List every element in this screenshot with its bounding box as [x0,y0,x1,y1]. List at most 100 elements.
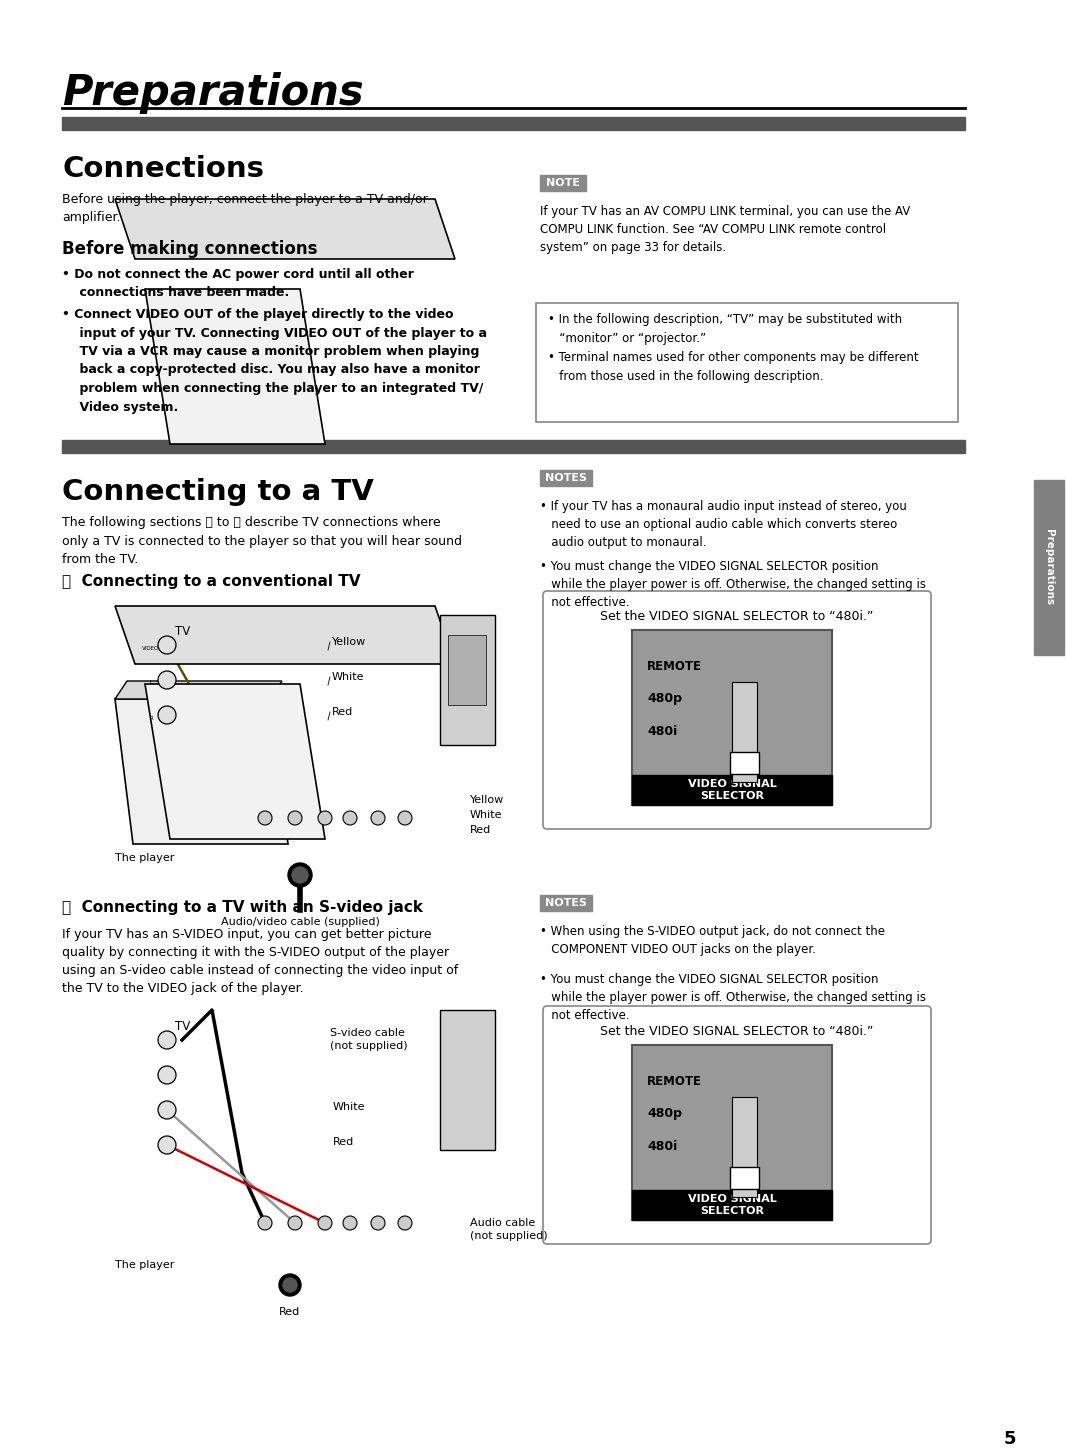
Text: Connections: Connections [62,156,264,183]
Circle shape [399,811,411,824]
Text: The player: The player [114,1261,174,1269]
Text: Red: Red [470,824,491,835]
Polygon shape [114,699,288,843]
Text: VIDEO SIGNAL
SELECTOR: VIDEO SIGNAL SELECTOR [688,779,777,801]
Bar [448,635,486,705]
Polygon shape [145,683,325,839]
Text: • Connect VIDEO OUT of the player directly to the video
    input of your TV. Co: • Connect VIDEO OUT of the player direct… [62,308,487,413]
Text: The player: The player [114,853,174,864]
Text: NOTES: NOTES [545,899,588,907]
Text: L: L [149,680,152,685]
Circle shape [372,811,384,824]
Circle shape [288,1216,302,1230]
Bar [632,630,832,806]
Text: Red: Red [333,1137,354,1147]
Circle shape [258,811,272,824]
Text: R: R [149,715,153,721]
Bar [730,1168,759,1189]
Text: Yellow: Yellow [470,795,504,806]
Text: S-video cable
(not supplied): S-video cable (not supplied) [330,1028,407,1051]
Text: Audio/video cable (supplied): Audio/video cable (supplied) [220,917,379,928]
Circle shape [372,1216,384,1230]
Text: White: White [332,672,365,682]
Circle shape [288,811,302,824]
Text: White: White [333,1102,365,1112]
Text: Preparations: Preparations [1044,529,1054,605]
Text: The following sections Ⓐ to Ⓒ describe TV connections where
only a TV is connect: The following sections Ⓐ to Ⓒ describe T… [62,516,462,566]
FancyBboxPatch shape [536,302,958,422]
Circle shape [318,1216,332,1230]
Bar [732,1096,757,1197]
Text: Ⓑ  Connecting to a TV with an S-video jack: Ⓑ Connecting to a TV with an S-video jac… [62,900,423,915]
Bar [62,116,966,129]
Bar [540,896,592,912]
Circle shape [158,635,176,654]
Circle shape [158,707,176,724]
Circle shape [158,1136,176,1154]
FancyBboxPatch shape [543,590,931,829]
Text: Before making connections: Before making connections [62,240,318,257]
Bar [732,682,757,782]
Text: • If your TV has a monaural audio input instead of stereo, you
   need to use an: • If your TV has a monaural audio input … [540,500,907,550]
Circle shape [283,1278,297,1293]
FancyBboxPatch shape [543,1006,931,1245]
Text: Red: Red [280,1307,300,1317]
Text: VIDEO: VIDEO [143,646,160,650]
Bar [632,1045,832,1220]
Text: TV: TV [175,625,190,638]
Circle shape [279,1274,301,1296]
Polygon shape [114,606,455,664]
Circle shape [258,1216,272,1230]
Circle shape [288,864,312,887]
Polygon shape [114,680,282,699]
Text: Preparations: Preparations [62,73,364,113]
Text: Set the VIDEO SIGNAL SELECTOR to “480i.”: Set the VIDEO SIGNAL SELECTOR to “480i.” [600,1025,874,1038]
Text: • When using the S-VIDEO output jack, do not connect the
   COMPONENT VIDEO OUT : • When using the S-VIDEO output jack, do… [540,925,885,955]
Text: Red: Red [332,707,353,717]
Bar [440,615,495,744]
Bar [730,752,759,774]
Text: Before using the player, connect the player to a TV and/or
amplifier.: Before using the player, connect the pla… [62,193,428,224]
Text: • You must change the VIDEO SIGNAL SELECTOR position
   while the player power i: • You must change the VIDEO SIGNAL SELEC… [540,560,926,609]
Text: Audio cable
(not supplied): Audio cable (not supplied) [470,1218,548,1242]
Text: • You must change the VIDEO SIGNAL SELECTOR position
   while the player power i: • You must change the VIDEO SIGNAL SELEC… [540,973,926,1022]
Text: Connecting to a TV: Connecting to a TV [62,478,374,506]
Bar [62,441,966,454]
Polygon shape [114,199,455,259]
Text: Ⓐ  Connecting to a conventional TV: Ⓐ Connecting to a conventional TV [62,574,361,589]
Circle shape [343,1216,357,1230]
Text: REMOTE: REMOTE [647,1075,702,1088]
Text: TV: TV [175,1021,190,1032]
Text: • Do not connect the AC power cord until all other
    connections have been mad: • Do not connect the AC power cord until… [62,268,414,300]
Bar [540,470,592,486]
Circle shape [158,1031,176,1048]
Text: 480p: 480p [647,692,681,705]
Text: 480i: 480i [647,1140,677,1153]
Text: White: White [470,810,502,820]
Text: 480p: 480p [647,1106,681,1120]
Bar [632,775,832,806]
Circle shape [158,1101,176,1120]
Bar [1034,480,1064,654]
Text: If your TV has an AV COMPU LINK terminal, you can use the AV
COMPU LINK function: If your TV has an AV COMPU LINK terminal… [540,205,910,254]
Circle shape [158,1066,176,1085]
Text: If your TV has an S-VIDEO input, you can get better picture
quality by connectin: If your TV has an S-VIDEO input, you can… [62,928,458,995]
Text: Yellow: Yellow [332,637,366,647]
Text: 5: 5 [1003,1429,1016,1448]
Circle shape [399,1216,411,1230]
Text: REMOTE: REMOTE [647,660,702,673]
Bar [540,174,586,190]
Text: NOTE: NOTE [546,177,580,188]
Circle shape [318,811,332,824]
Bar [440,1011,495,1150]
Circle shape [158,670,176,689]
Bar [632,1189,832,1220]
Text: Set the VIDEO SIGNAL SELECTOR to “480i.”: Set the VIDEO SIGNAL SELECTOR to “480i.” [600,611,874,622]
Circle shape [292,867,308,883]
Text: 480i: 480i [647,726,677,739]
Circle shape [343,811,357,824]
Text: VIDEO SIGNAL
SELECTOR: VIDEO SIGNAL SELECTOR [688,1194,777,1216]
Text: NOTES: NOTES [545,473,588,483]
Polygon shape [145,289,325,443]
Text: • In the following description, “TV” may be substituted with
   “monitor” or “pr: • In the following description, “TV” may… [548,313,919,382]
